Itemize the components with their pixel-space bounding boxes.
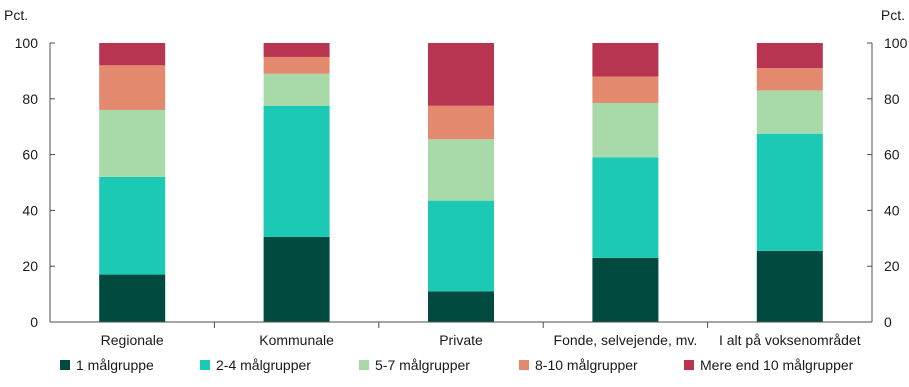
bar-segment: [756, 133, 823, 251]
y-axis-unit-left: Pct.: [4, 7, 28, 23]
y-tick-label-right: 60: [884, 147, 900, 163]
x-category-label: Kommunale: [259, 332, 334, 348]
y-axis-left: 0 20 40 60 80 100: [15, 35, 55, 330]
y-tick-label-right: 80: [884, 91, 900, 107]
y-tick-label-right: 0: [884, 314, 892, 330]
bar-segment: [592, 257, 659, 322]
bar-segment: [99, 176, 166, 275]
legend-swatch: [519, 360, 529, 370]
bar-segment: [99, 65, 166, 110]
x-category-label: I alt på voksenområdet: [719, 332, 861, 348]
y-tick-label-left: 20: [22, 258, 38, 274]
legend-swatch: [684, 360, 694, 370]
bars: [99, 43, 823, 322]
bar-segment: [263, 236, 330, 322]
bar-segment: [428, 291, 494, 322]
legend-label: Mere end 10 målgrupper: [700, 357, 854, 373]
bar-segment: [428, 200, 494, 292]
legend-swatch: [60, 360, 70, 370]
y-axis-unit-right: Pct.: [881, 7, 905, 23]
y-tick-label-right: 20: [884, 258, 900, 274]
legend-label: 8-10 målgrupper: [535, 357, 638, 373]
y-tick-label-left: 100: [15, 35, 39, 51]
bar-segment: [428, 43, 494, 106]
bar-segment: [592, 43, 659, 77]
y-tick-label-right: 100: [884, 35, 908, 51]
y-axis-right: 0 20 40 60 80 100: [867, 35, 908, 330]
bar-segment: [263, 56, 330, 74]
bar-segment: [263, 105, 330, 237]
bar-segment: [428, 139, 494, 201]
bar-segment: [756, 68, 823, 91]
bar-segment: [592, 157, 659, 258]
legend-label: 1 målgruppe: [76, 357, 154, 373]
legend-swatch: [359, 360, 369, 370]
y-tick-label-left: 40: [22, 202, 38, 218]
legend-swatch: [200, 360, 210, 370]
y-tick-label-left: 80: [22, 91, 38, 107]
legend-label: 2-4 målgrupper: [216, 357, 311, 373]
y-tick-label-right: 40: [884, 202, 900, 218]
bar-segment: [99, 109, 166, 177]
bar-segment: [592, 76, 659, 103]
legend: 1 målgruppe 2-4 målgrupper 5-7 målgrupper 8…: [60, 357, 854, 373]
x-axis: Regionale Kommunale Private Fonde, selvejen…: [50, 321, 872, 348]
bar-segment: [592, 102, 659, 158]
legend-label: 5-7 målgrupper: [375, 357, 470, 373]
y-tick-label-left: 60: [22, 147, 38, 163]
y-tick-label-left: 0: [30, 314, 38, 330]
x-category-label: Fonde, selvejende, mv.: [554, 332, 698, 348]
bar-segment: [756, 43, 823, 69]
x-category-label: Private: [439, 332, 483, 348]
bar-segment: [756, 250, 823, 322]
bar-segment: [263, 43, 330, 57]
bar-segment: [428, 105, 494, 140]
bar-segment: [756, 90, 823, 134]
bar-segment: [263, 73, 330, 106]
x-category-label: Regionale: [101, 332, 164, 348]
bar-segment: [99, 43, 166, 66]
bar-segment: [99, 274, 166, 322]
